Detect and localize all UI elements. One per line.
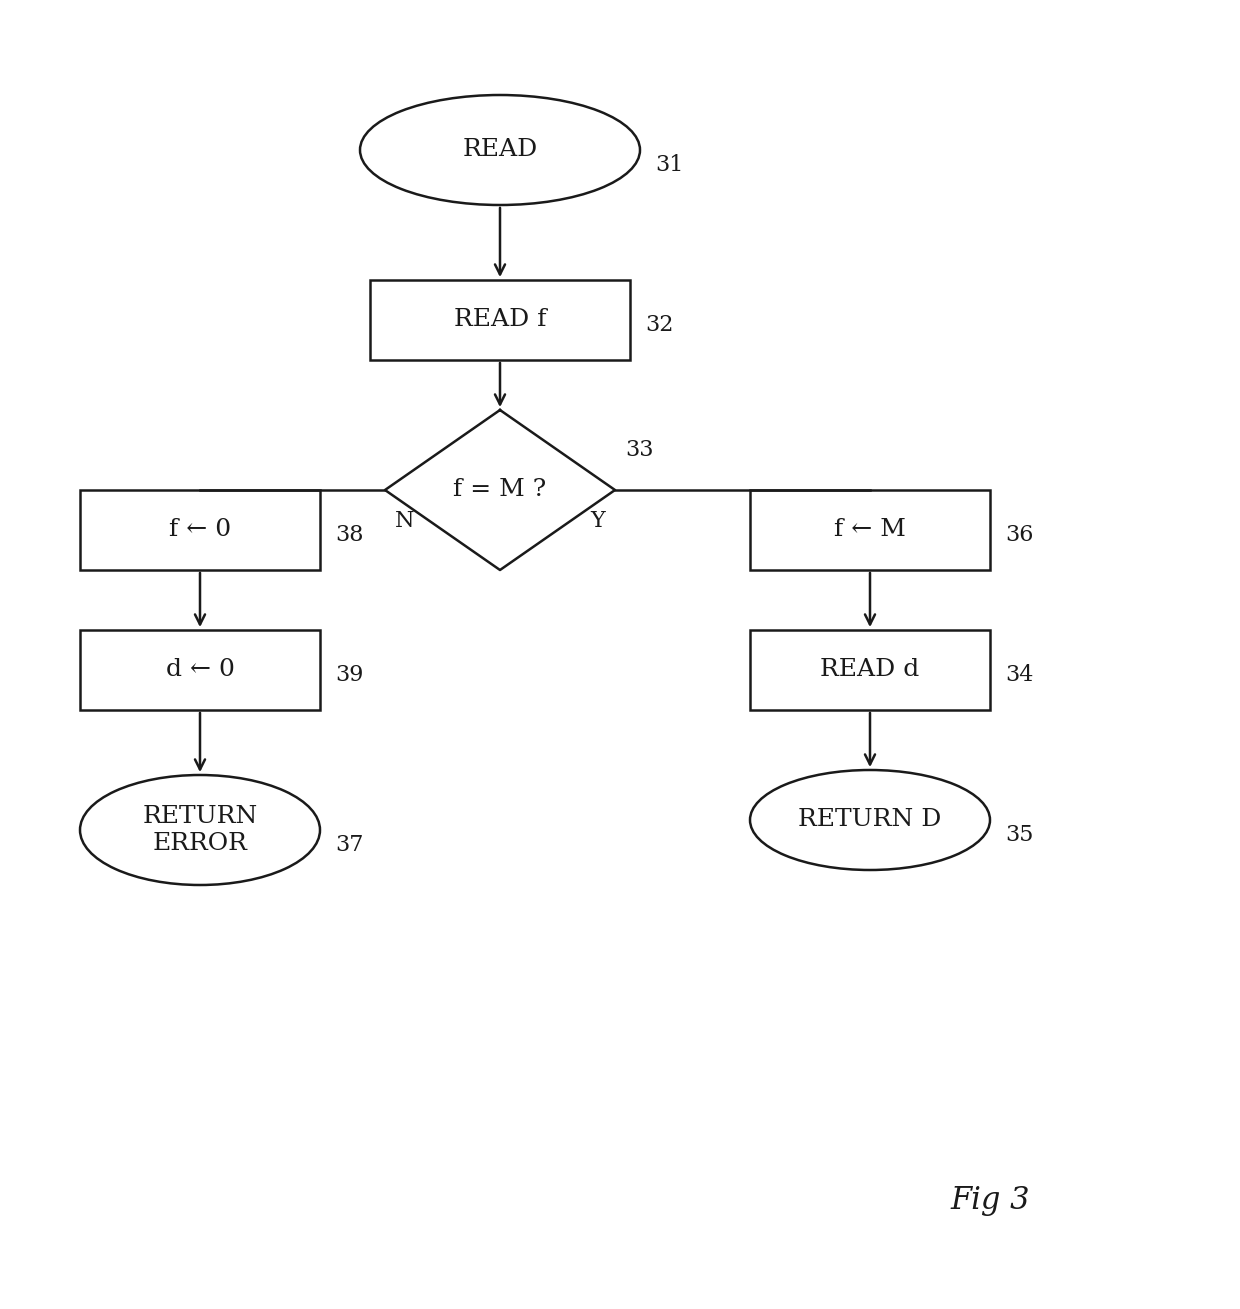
Text: f ← 0: f ← 0 [169, 518, 231, 542]
Text: d ← 0: d ← 0 [166, 658, 234, 682]
Text: 32: 32 [645, 314, 673, 336]
Text: 39: 39 [335, 664, 363, 686]
Text: f ← M: f ← M [835, 518, 906, 542]
Text: READ f: READ f [454, 309, 547, 331]
Text: Fig 3: Fig 3 [950, 1185, 1029, 1216]
Text: f = M ?: f = M ? [454, 479, 547, 501]
Text: 38: 38 [335, 524, 363, 546]
Ellipse shape [81, 775, 320, 885]
Text: READ: READ [463, 139, 538, 161]
FancyBboxPatch shape [370, 280, 630, 360]
Ellipse shape [360, 96, 640, 206]
Ellipse shape [750, 770, 990, 870]
Text: 37: 37 [335, 834, 363, 856]
Text: 31: 31 [655, 154, 683, 175]
FancyBboxPatch shape [750, 630, 990, 709]
Text: 35: 35 [1004, 823, 1033, 846]
Text: N: N [396, 511, 414, 531]
Text: READ d: READ d [821, 658, 920, 682]
Text: RETURN D: RETURN D [799, 809, 941, 831]
Text: RETURN
ERROR: RETURN ERROR [143, 805, 258, 855]
Polygon shape [384, 410, 615, 569]
FancyBboxPatch shape [81, 630, 320, 709]
Text: 34: 34 [1004, 664, 1033, 686]
FancyBboxPatch shape [750, 490, 990, 569]
Text: Y: Y [590, 511, 605, 531]
Text: 33: 33 [625, 439, 653, 461]
FancyBboxPatch shape [81, 490, 320, 569]
Text: 36: 36 [1004, 524, 1033, 546]
